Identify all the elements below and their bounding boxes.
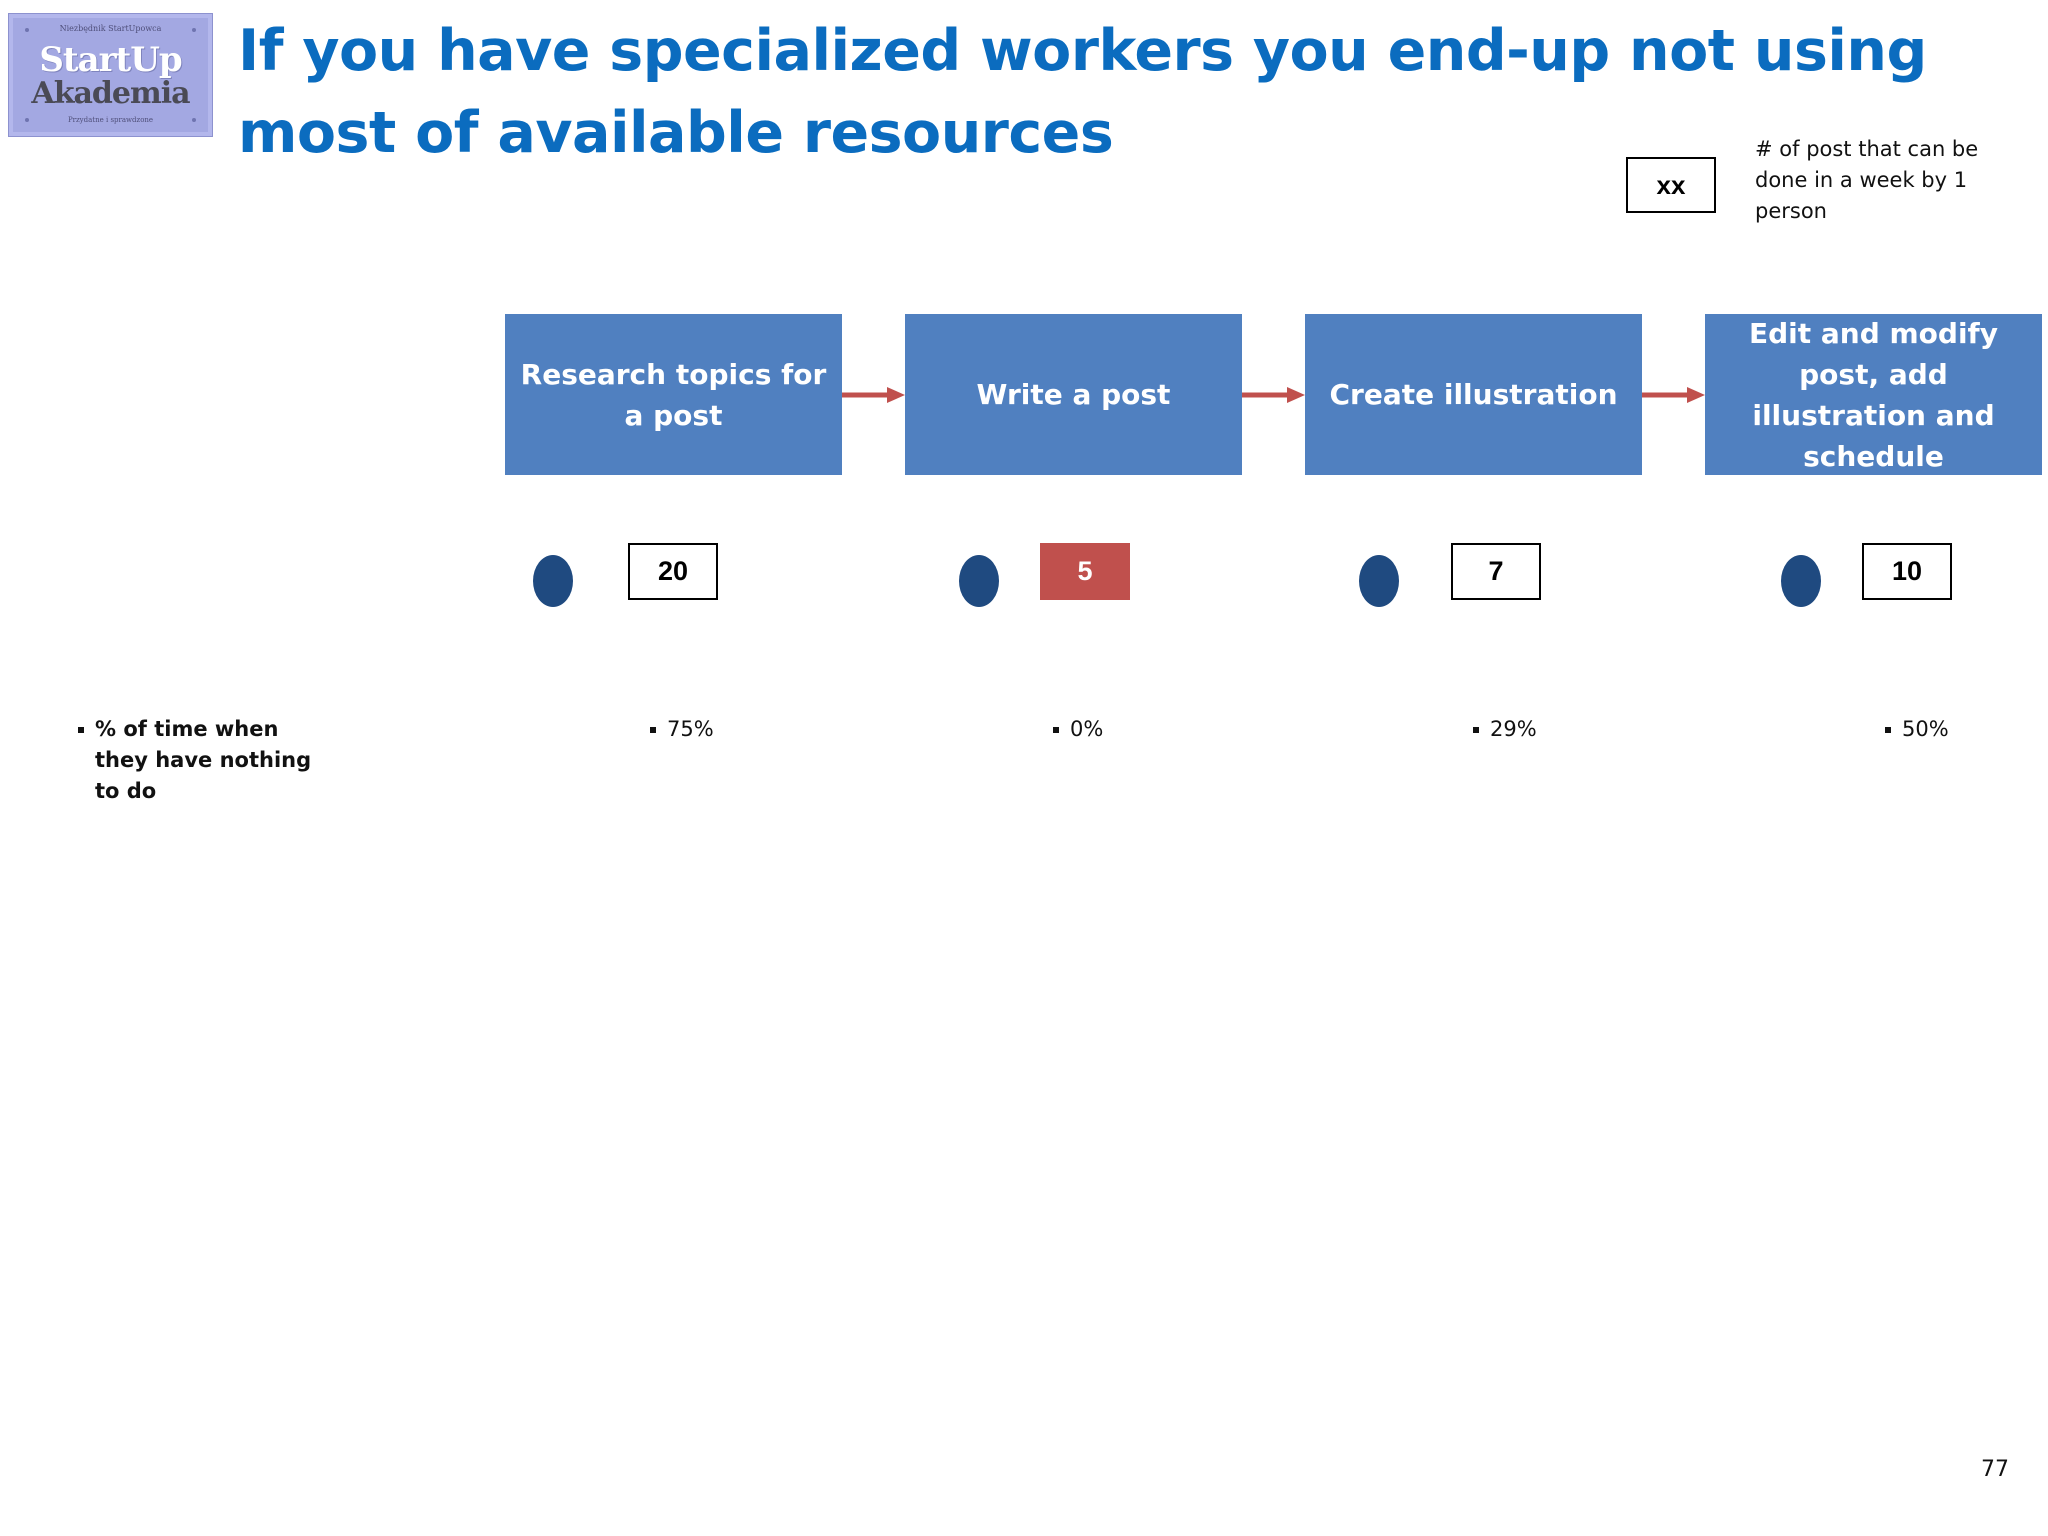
bullet-icon (1473, 727, 1479, 733)
idle-row-label: % of time when they have nothing to do (78, 714, 338, 807)
idle-value: 75% (667, 717, 714, 741)
bullet-icon (1053, 727, 1059, 733)
logo-top-text: Niezbędnik StartUpowca (59, 24, 162, 33)
legend-description: # of post that can be done in a week by … (1755, 137, 1979, 223)
idle-value: 0% (1070, 717, 1104, 741)
idle-edit: 50% (1885, 714, 1949, 745)
worker-icon (959, 555, 999, 607)
logo-bottom-text: Przydatne i sprawdzone (67, 116, 154, 124)
logo-dot (25, 118, 29, 122)
capacity-write-bottleneck: 5 (1040, 543, 1130, 600)
step-edit-schedule: Edit and modify post, add illustration a… (1705, 314, 2042, 475)
idle-illustrate: 29% (1473, 714, 1537, 745)
flow-arrow (1242, 387, 1305, 403)
bullet-icon (78, 727, 84, 733)
capacity-illustrate: 7 (1451, 543, 1541, 600)
idle-row-label-text: % of time when they have nothing to do (95, 717, 312, 803)
flow-arrow (842, 387, 905, 403)
capacity-research: 20 (628, 543, 718, 600)
capacity-edit: 10 (1862, 543, 1952, 600)
bullet-icon (1885, 727, 1891, 733)
worker-icon (1359, 555, 1399, 607)
worker-icon (1781, 555, 1821, 607)
startup-akademia-logo: Niezbędnik StartUpowca StartUp Akademia … (8, 13, 213, 137)
flow-arrow (1642, 387, 1705, 403)
idle-research: 75% (650, 714, 714, 745)
logo-dot (25, 28, 29, 32)
idle-write: 0% (1053, 714, 1103, 745)
step-write: Write a post (905, 314, 1242, 475)
page-number: 77 (1981, 1457, 2009, 1482)
legend-box: xx (1626, 157, 1716, 213)
logo-line-2: Akademia (31, 76, 190, 111)
logo-dot (192, 118, 196, 122)
slide-title: If you have specialized workers you end-… (238, 18, 1927, 166)
idle-value: 50% (1902, 717, 1949, 741)
logo-dot (192, 28, 196, 32)
worker-icon (533, 555, 573, 607)
logo-line-1: StartUp (39, 40, 182, 80)
step-research: Research topics for a post (505, 314, 842, 475)
step-illustrate: Create illustration (1305, 314, 1642, 475)
idle-value: 29% (1490, 717, 1537, 741)
bullet-icon (650, 727, 656, 733)
